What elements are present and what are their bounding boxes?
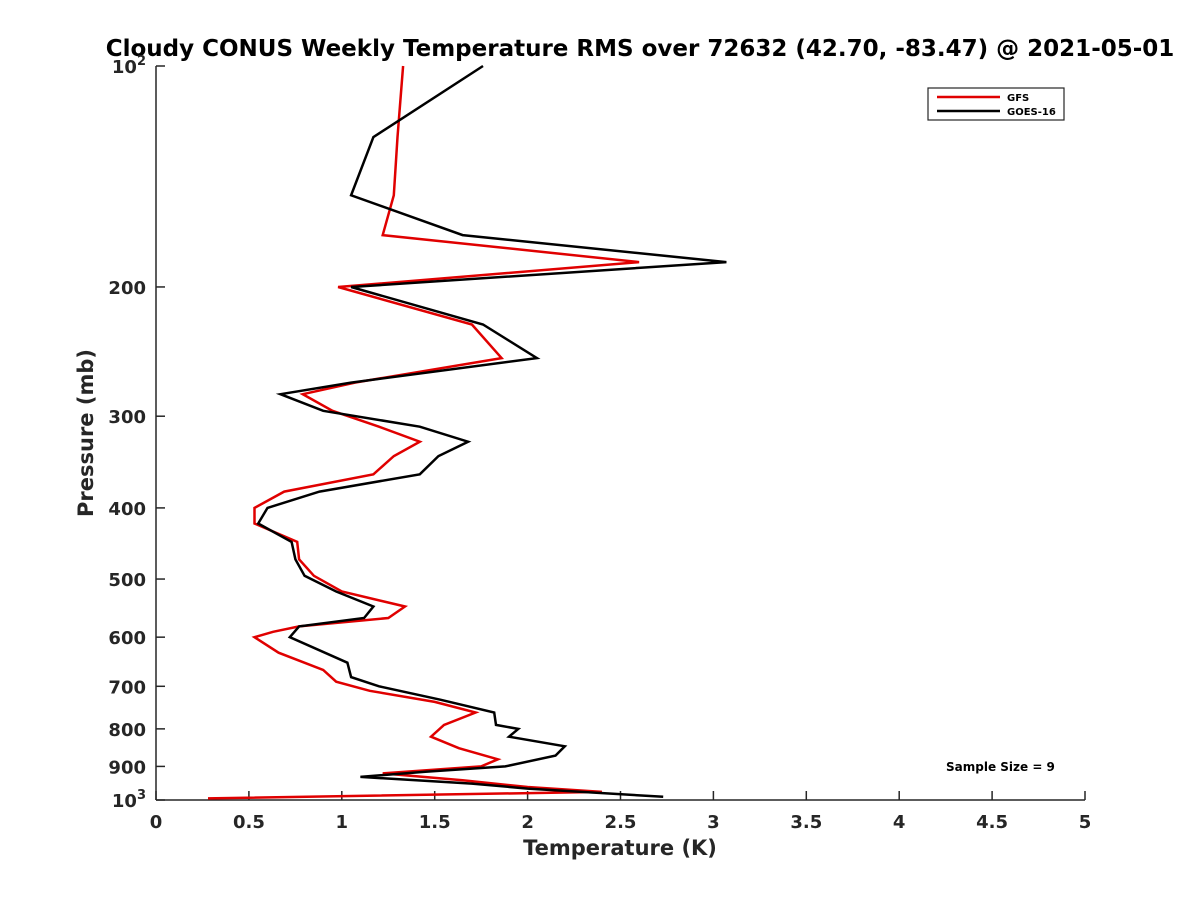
y-tick-label: 800 (108, 720, 146, 741)
legend-box (927, 87, 1065, 121)
y-tick-label: 700 (108, 677, 146, 698)
y-tick-label: 600 (108, 628, 146, 649)
y-axis-label: Pressure (mb) (74, 349, 98, 517)
x-tick-label: 1.5 (419, 812, 451, 833)
series-layer (207, 64, 727, 800)
series-line-gfs (207, 65, 640, 800)
legend-label-goes16: GOES-16 (1007, 107, 1056, 118)
x-tick-label: 1 (336, 812, 349, 833)
x-tick-label: 2 (521, 812, 534, 833)
y-tick-label: 400 (108, 499, 146, 520)
x-tick-label: 5 (1079, 812, 1092, 833)
legend: GFS GOES-16 (927, 87, 1065, 121)
x-tick-label: 2.5 (605, 812, 637, 833)
x-tick-label: 4 (893, 812, 906, 833)
chart-title: Cloudy CONUS Weekly Temperature RMS over… (106, 36, 1175, 62)
y-tick-label: 300 (108, 407, 146, 428)
y-tick-label: 500 (108, 570, 146, 591)
y-ticks: 102 200 300 400 500 600 700 800 900 103 (108, 54, 165, 812)
x-tick-label: 0.5 (233, 812, 265, 833)
x-tick-label: 4.5 (976, 812, 1008, 833)
x-tick-label: 3.5 (790, 812, 822, 833)
y-tick-label: 103 (112, 788, 146, 812)
x-tick-label: 3 (707, 812, 720, 833)
y-tick-label: 102 (112, 54, 146, 78)
legend-label-gfs: GFS (1007, 93, 1029, 104)
x-ticks: 0 0.5 1 1.5 2 2.5 3 3.5 4 4.5 5 (150, 791, 1092, 833)
y-tick-label: 900 (108, 757, 146, 778)
series-line-goes-16 (256, 64, 727, 799)
x-axis-label: Temperature (K) (523, 836, 717, 860)
axes (155, 66, 1085, 801)
y-tick-label: 200 (108, 278, 146, 299)
x-tick-label: 0 (150, 812, 163, 833)
sample-size-annotation: Sample Size = 9 (946, 760, 1055, 774)
